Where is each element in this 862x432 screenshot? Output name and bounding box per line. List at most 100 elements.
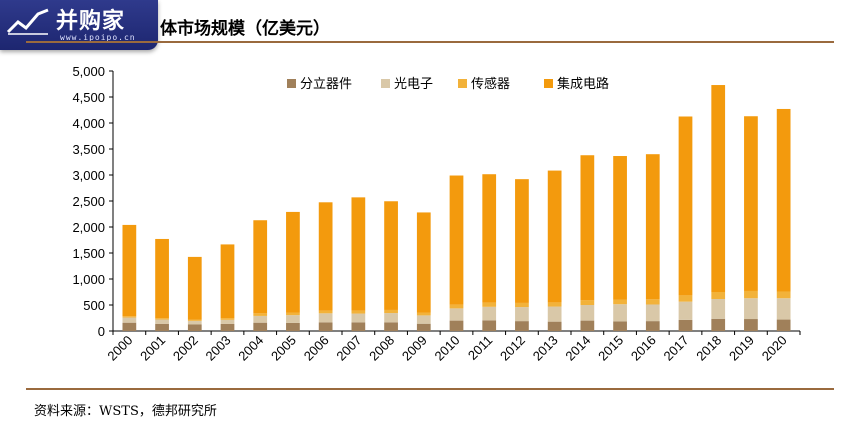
bar-segment xyxy=(613,299,627,305)
bar-segment xyxy=(122,322,137,331)
bar-segment xyxy=(744,319,758,331)
bar-segment xyxy=(515,321,529,331)
bar-segment xyxy=(678,319,693,331)
source-note: 资料来源：WSTS，德邦研究所 xyxy=(34,404,217,419)
x-tick-label: 2003 xyxy=(203,333,234,364)
bar-segment xyxy=(187,320,202,325)
bar-segment xyxy=(547,170,562,303)
y-tick-label: 2,500 xyxy=(72,194,105,209)
bar-segment xyxy=(449,175,464,305)
bar-segment xyxy=(155,323,169,331)
bar-segment xyxy=(318,313,333,323)
bar-segment xyxy=(318,202,333,311)
chart-title: 体市场规模（亿美元） xyxy=(160,19,330,39)
bar-segment xyxy=(776,291,791,299)
bar-segment xyxy=(482,306,497,321)
bar-segment xyxy=(187,256,202,320)
x-tick-label: 2020 xyxy=(759,333,790,364)
x-tick-label: 2017 xyxy=(661,333,692,364)
bar-segment xyxy=(286,322,300,331)
bar-segment xyxy=(416,323,431,331)
chart-logo-icon xyxy=(6,8,49,35)
bar-chart: 0 500 1,000 1,500 2,000 2,500 3,000 3,500 4,000 4… xyxy=(72,64,801,364)
legend-label: 分立器件 xyxy=(300,77,352,92)
logo-text: 并购家 xyxy=(56,9,126,34)
bar-segment xyxy=(547,321,562,331)
bar-segment xyxy=(416,312,431,316)
bar-segment xyxy=(384,322,398,331)
bar-segment xyxy=(351,310,366,314)
y-tick-label: 1,000 xyxy=(72,272,105,287)
bar-segment xyxy=(744,290,758,299)
bar-segment xyxy=(613,156,627,300)
bar-segment xyxy=(449,308,464,321)
bar-segment xyxy=(678,295,693,302)
bar-segment xyxy=(678,301,693,320)
bar-segment xyxy=(711,299,726,319)
bar-segment xyxy=(318,310,333,314)
bar-segment xyxy=(155,319,169,324)
y-tick-label: 4,500 xyxy=(72,90,105,105)
bar-segment xyxy=(155,318,169,320)
bar-segment xyxy=(744,116,758,291)
legend-label: 光电子 xyxy=(394,77,433,92)
bar-segment xyxy=(155,238,169,319)
bar-segment xyxy=(318,322,333,331)
legend-swatch xyxy=(287,79,296,88)
x-tick-label: 2009 xyxy=(399,333,430,364)
bar-segment xyxy=(711,292,726,300)
bar-segment xyxy=(416,212,431,313)
bar-segment xyxy=(744,298,758,320)
bar-segment xyxy=(482,174,497,303)
bar-segment xyxy=(515,302,529,308)
bar-segment xyxy=(220,318,235,320)
bar-segment xyxy=(482,320,497,331)
bar-segment xyxy=(384,309,398,314)
bar-segment xyxy=(384,201,398,310)
bar-segment xyxy=(645,299,660,305)
y-tick-label: 3,500 xyxy=(72,142,105,157)
x-tick-label: 2015 xyxy=(595,333,626,364)
header-rule xyxy=(26,41,834,43)
bar-segment xyxy=(482,302,497,307)
x-tick-label: 2000 xyxy=(104,333,135,364)
x-tick-label: 2012 xyxy=(497,333,528,364)
bar-segment xyxy=(351,313,366,323)
bar-segment xyxy=(253,220,268,314)
bar-segment xyxy=(678,116,693,296)
y-tick-label: 500 xyxy=(83,298,105,313)
x-tick-label: 2001 xyxy=(137,333,168,364)
x-tick-label: 2014 xyxy=(562,333,593,364)
bar-segment xyxy=(253,315,268,323)
x-tick-label: 2005 xyxy=(268,333,299,364)
x-tick-label: 2011 xyxy=(465,333,495,363)
x-tick-label: 2006 xyxy=(301,333,332,364)
x-tick-label: 2019 xyxy=(726,333,757,364)
bar-segment xyxy=(449,304,464,309)
bar-segment xyxy=(515,179,529,303)
bar-segment xyxy=(449,320,464,331)
bar-segment xyxy=(187,324,202,331)
x-tick-label: 2002 xyxy=(170,333,201,364)
x-tick-label: 2010 xyxy=(432,333,463,364)
bar-segment xyxy=(613,304,627,322)
bar-segment xyxy=(711,318,726,331)
bar-segment xyxy=(645,154,660,300)
bar-segment xyxy=(711,85,726,292)
y-tick-label: 0 xyxy=(98,324,105,339)
x-tick-label: 2008 xyxy=(366,333,397,364)
footer-rule xyxy=(26,388,834,390)
bar-segment xyxy=(384,313,398,323)
y-tick-label: 3,000 xyxy=(72,168,105,183)
bar-segment xyxy=(515,307,529,322)
bar-segment xyxy=(253,313,268,316)
bar-segment xyxy=(776,298,791,320)
bar-segment xyxy=(645,321,660,331)
bar-segment xyxy=(776,319,791,331)
bar-segment xyxy=(220,244,235,319)
bar-segment xyxy=(416,315,431,324)
y-tick-label: 2,000 xyxy=(72,220,105,235)
bar-segment xyxy=(580,155,595,301)
y-tick-label: 5,000 xyxy=(72,64,105,79)
bar-segment xyxy=(547,302,562,307)
